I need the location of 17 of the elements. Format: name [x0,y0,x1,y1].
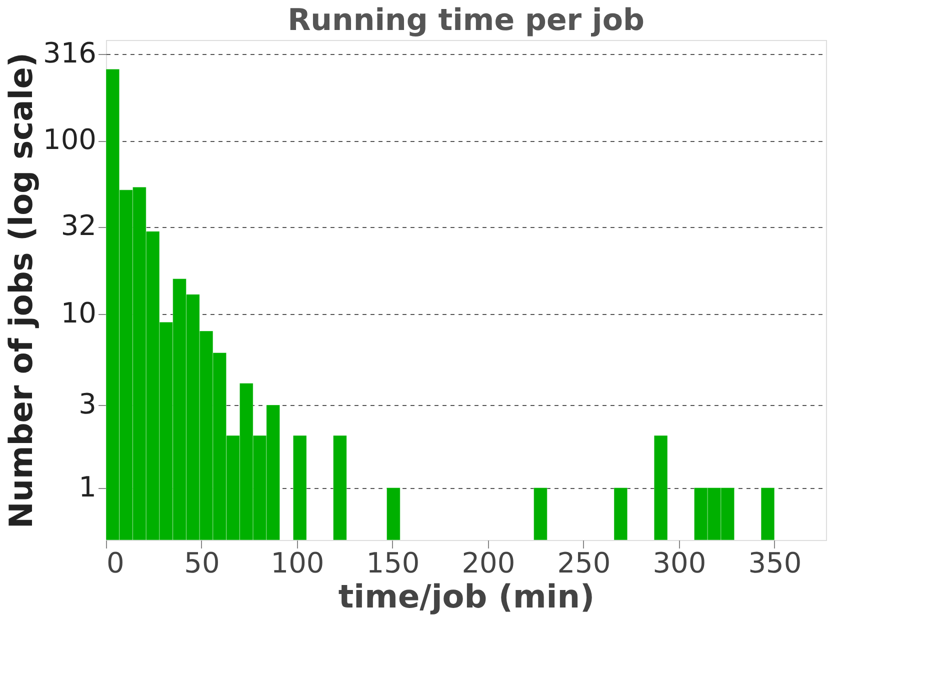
x-tick-label: 200 [462,546,516,580]
y-tick-label: 1 [78,470,96,504]
y-tick-label: 32 [60,209,96,242]
x-tick-label: 300 [652,546,706,580]
y-tick-label: 3 [78,387,96,420]
x-tick-label: 250 [557,546,611,580]
x-tick-label: 100 [270,546,324,580]
x-axis-title: time/job (min) [338,578,595,616]
chart-title: Running time per job [288,2,644,38]
x-tick-label: 50 [184,546,220,580]
x-tick-label: 150 [366,546,420,580]
y-axis-title: Number of jobs (log scale) [2,52,40,529]
x-tick-label: 0 [106,546,124,580]
y-tick-label: 100 [43,123,96,156]
x-tick-label: 350 [748,546,802,580]
y-tick-label: 10 [60,296,96,330]
y-tick-label: 316 [43,36,96,70]
